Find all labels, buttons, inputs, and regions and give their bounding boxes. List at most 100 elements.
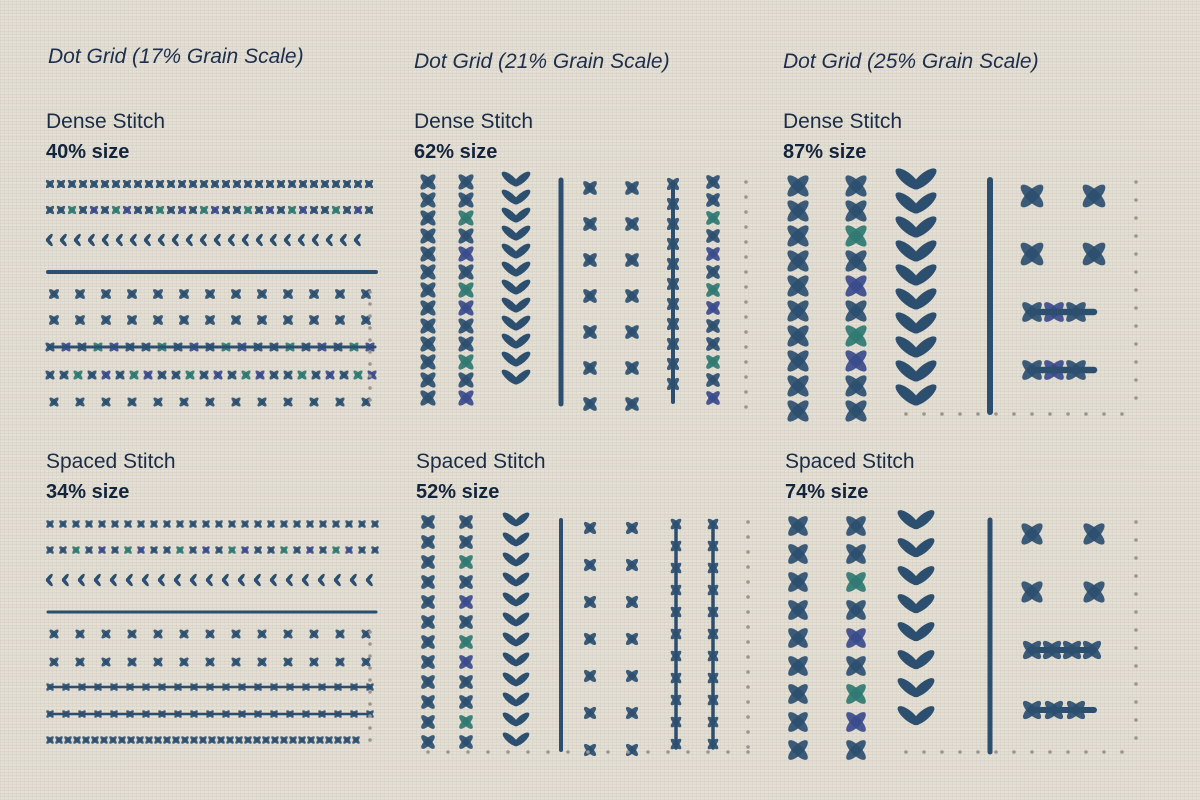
cross-stitch (787, 325, 809, 347)
chevron-stitch (221, 573, 229, 587)
chevron-stitch (199, 233, 207, 247)
spaced-stitch-label-3: Spaced Stitch (785, 450, 915, 473)
cross-stitch (231, 315, 241, 325)
cross-stitch (325, 736, 333, 744)
chevron-stitch (897, 678, 935, 698)
cross-stitch (420, 210, 436, 226)
chevron-stitch (141, 573, 149, 587)
cross-stitch (202, 520, 210, 528)
cross-stitch (177, 205, 187, 215)
chevron-stitch (895, 168, 937, 190)
cross-stitch (583, 397, 597, 411)
cross-stitch (846, 544, 866, 564)
grid-dot (446, 750, 450, 754)
cross-stitch (846, 712, 866, 732)
cross-stitch (154, 736, 162, 744)
cross-stitch (59, 546, 67, 554)
spaced-stitch-label-2: Spaced Stitch (416, 450, 546, 473)
cross-stitch (155, 205, 165, 215)
cross-stitch (1082, 242, 1106, 266)
cross-stitch (205, 657, 215, 667)
chevron-stitch (59, 233, 67, 247)
cross-stitch (421, 515, 435, 529)
grid-dot (368, 642, 372, 646)
cross-stitch (421, 675, 435, 689)
grid-dot (1134, 682, 1138, 686)
cross-stitch (255, 370, 265, 380)
cross-stitch (227, 370, 237, 380)
grid-dot (466, 750, 470, 754)
cross-stitch (283, 629, 293, 639)
stitch-swatch-dense-17 (45, 179, 378, 407)
cross-stitch (101, 370, 111, 380)
cross-stitch (298, 736, 306, 744)
cross-stitch (788, 740, 808, 760)
cross-stitch (846, 628, 866, 648)
cross-stitch (845, 375, 867, 397)
grid-dot (368, 690, 372, 694)
cross-stitch (706, 319, 720, 333)
cross-stitch (320, 205, 330, 215)
cross-stitch (420, 300, 436, 316)
cross-stitch (124, 520, 132, 528)
grid-dot (940, 750, 944, 754)
grid-dot (744, 405, 748, 409)
grid-dot (706, 750, 710, 754)
cross-stitch (101, 657, 111, 667)
cross-stitch (111, 546, 119, 554)
cross-stitch (316, 736, 324, 744)
grid-dot (368, 290, 372, 294)
cross-stitch (334, 736, 342, 744)
grid-dot (606, 750, 610, 754)
cross-stitch (78, 205, 88, 215)
grid-dot (506, 750, 510, 754)
cross-stitch (788, 516, 808, 536)
cross-stitch (276, 179, 286, 189)
grid-dot (646, 750, 650, 754)
cross-stitch (46, 520, 54, 528)
chevron-stitch (502, 532, 530, 547)
grid-dot (744, 240, 748, 244)
cross-stitch (787, 400, 809, 422)
cross-stitch (231, 289, 241, 299)
cross-stitch (787, 375, 809, 397)
grid-dot (626, 750, 630, 754)
cross-stitch (845, 325, 867, 347)
cross-stitch (353, 370, 363, 380)
cross-stitch (269, 370, 279, 380)
cross-stitch (241, 370, 251, 380)
cross-stitch (845, 250, 867, 272)
cross-stitch (788, 572, 808, 592)
chevron-stitch (501, 351, 531, 367)
chevron-stitch (87, 233, 95, 247)
cross-stitch (339, 370, 349, 380)
cross-stitch (1083, 523, 1105, 545)
chevron-stitch (301, 573, 309, 587)
chevron-stitch (61, 573, 69, 587)
cross-stitch (101, 315, 111, 325)
cross-stitch (358, 520, 366, 528)
cross-stitch (459, 535, 473, 549)
cross-stitch (846, 516, 866, 536)
cross-stitch (706, 247, 720, 261)
cross-stitch (179, 657, 189, 667)
cross-stitch (283, 397, 293, 407)
cross-stitch (459, 555, 473, 569)
chevron-stitch (171, 233, 179, 247)
grid-dot (666, 750, 670, 754)
grid-dot (426, 750, 430, 754)
grid-dot (368, 302, 372, 306)
grid-dot (1134, 520, 1138, 524)
chevron-stitch (502, 592, 530, 607)
cross-stitch (458, 246, 474, 262)
cross-stitch (144, 179, 154, 189)
cross-stitch (231, 397, 241, 407)
cross-stitch (115, 370, 125, 380)
chevron-stitch (501, 333, 531, 349)
cross-stitch (91, 736, 99, 744)
cross-stitch (420, 192, 436, 208)
cross-stitch (625, 325, 639, 339)
chevron-stitch (45, 573, 53, 587)
cross-stitch (85, 546, 93, 554)
chevron-stitch (205, 573, 213, 587)
